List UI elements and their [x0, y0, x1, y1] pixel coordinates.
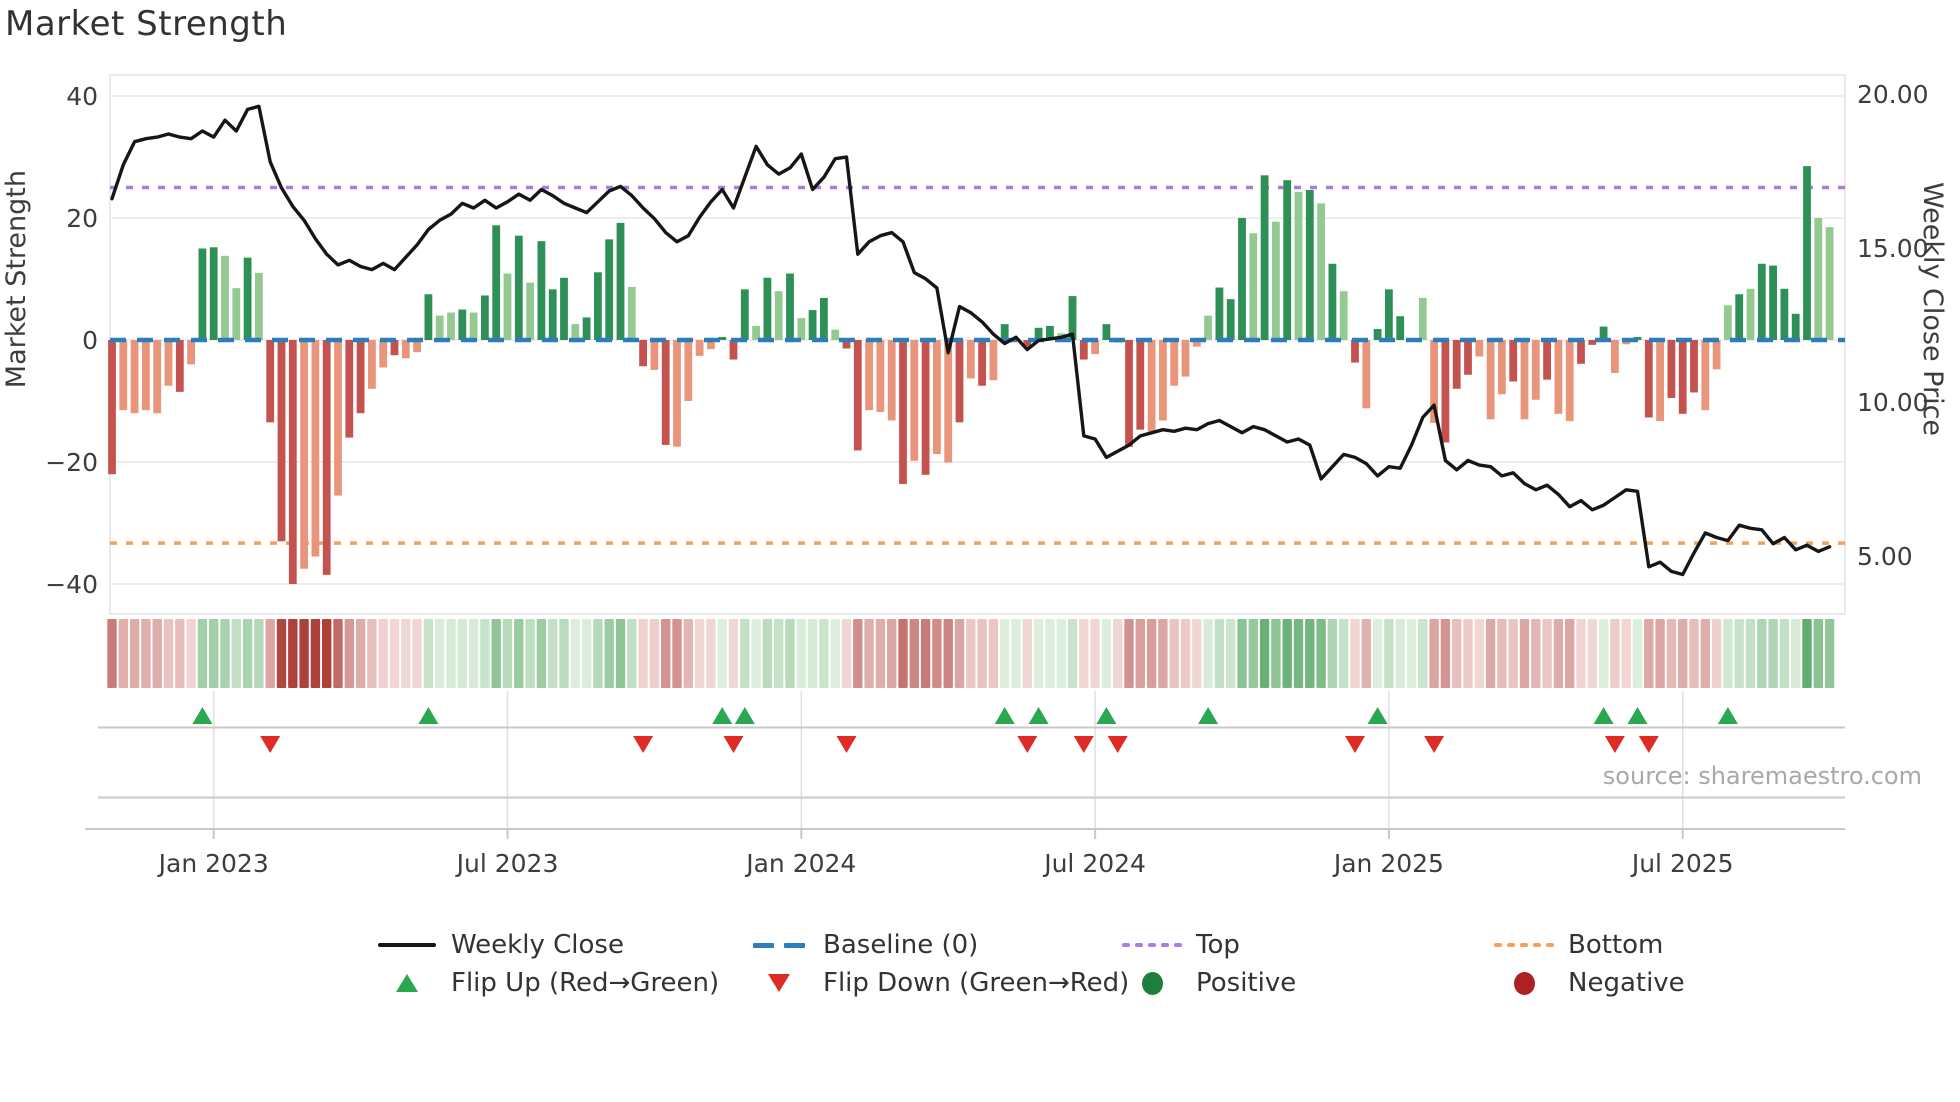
legend-item-bottom: Bottom: [1494, 928, 1663, 962]
svg-text:Jan 2025: Jan 2025: [1332, 849, 1444, 878]
legend-item-positive: Positive: [1122, 966, 1296, 1000]
legend-item-flip-up: Flip Up (Red→Green): [377, 966, 719, 1000]
legend-item-top: Top: [1122, 928, 1240, 962]
left-axis-title: Market Strength: [1, 170, 32, 389]
svg-text:20.00: 20.00: [1857, 80, 1929, 109]
dotted-orange-swatch-icon: [1494, 943, 1554, 947]
legend-label: Top: [1196, 930, 1240, 960]
svg-text:5.00: 5.00: [1857, 542, 1913, 571]
svg-text:20: 20: [66, 204, 98, 233]
darkred-dot-icon: [1494, 971, 1554, 995]
legend-label: Weekly Close: [451, 930, 624, 960]
svg-text:0: 0: [82, 326, 98, 355]
svg-text:−20: −20: [45, 448, 98, 477]
triangle-up-icon: [377, 974, 437, 992]
legend-label: Positive: [1196, 968, 1297, 998]
triangle-down-icon: [749, 974, 809, 992]
right-axis-title: Weekly Close Price: [1917, 182, 1948, 437]
legend-item-negative: Negative: [1494, 966, 1685, 1000]
svg-text:Jul 2023: Jul 2023: [455, 849, 559, 878]
svg-text:Jan 2024: Jan 2024: [744, 849, 856, 878]
svg-text:10.00: 10.00: [1857, 388, 1929, 417]
green-dot-icon: [1122, 971, 1182, 995]
legend-item-baseline: Baseline (0): [749, 928, 978, 962]
dotted-purple-swatch-icon: [1122, 943, 1182, 947]
line-swatch-icon: [377, 943, 437, 947]
svg-text:40: 40: [66, 82, 98, 111]
legend-item-weekly-close: Weekly Close: [377, 928, 624, 962]
legend-item-flip-down: Flip Down (Green→Red): [749, 966, 1129, 1000]
svg-text:Jan 2023: Jan 2023: [157, 849, 269, 878]
legend-label: Bottom: [1568, 930, 1664, 960]
svg-text:Jul 2024: Jul 2024: [1042, 849, 1146, 878]
svg-text:15.00: 15.00: [1857, 234, 1929, 263]
source-credit: source: sharemaestro.com: [1602, 762, 1922, 790]
legend-label: Flip Up (Red→Green): [451, 968, 720, 998]
legend-label: Negative: [1568, 968, 1685, 998]
legend-label: Baseline (0): [823, 930, 979, 960]
page-title: Market Strength: [5, 4, 288, 44]
svg-text:Jul 2025: Jul 2025: [1630, 849, 1734, 878]
svg-text:−40: −40: [45, 570, 98, 599]
legend-label: Flip Down (Green→Red): [823, 968, 1130, 998]
dash-swatch-icon: [749, 942, 809, 948]
